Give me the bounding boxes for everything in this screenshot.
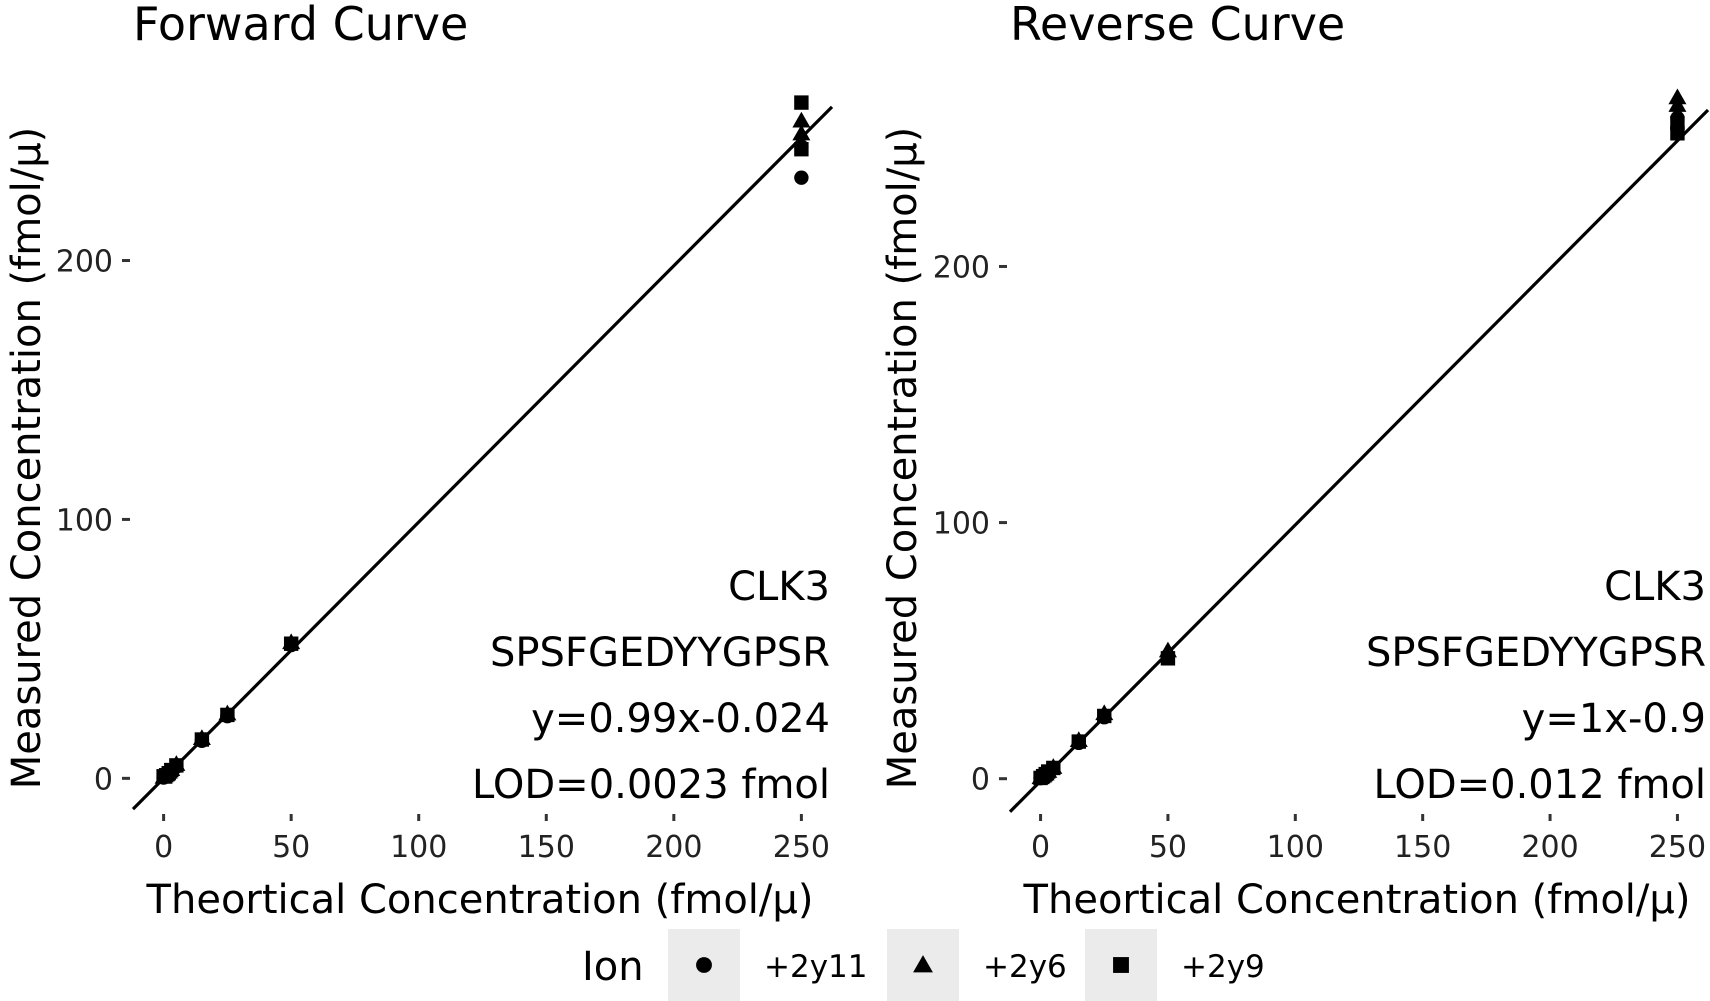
reverse-annotation-equation: y=1x-0.9: [1522, 696, 1706, 742]
legend-items: +2y11 +2y6 +2y9: [668, 929, 1265, 1001]
forward-x-tick-label: 200: [645, 830, 702, 865]
forward-point-2y6: [792, 111, 811, 128]
reverse-y-axis-label: Measured Concentration (fmol/µ): [880, 127, 926, 790]
reverse-annotation-lod: LOD=0.012 fmol: [1373, 762, 1706, 808]
reverse-curve-title: Reverse Curve: [1010, 0, 1345, 51]
reverse-annotation-protein: CLK3: [1604, 564, 1706, 610]
reverse-point-2y9: [1160, 651, 1176, 666]
forward-annotation-protein: CLK3: [728, 564, 830, 610]
forward-x-tick-label: 100: [390, 830, 447, 865]
reverse-fit-line: [1008, 108, 1710, 813]
forward-x-axis-label: Theortical Concentration (fmol/µ): [146, 877, 814, 923]
forward-y-axis-label: Measured Concentration (fmol/µ): [4, 127, 50, 790]
reverse-y-tick-label: 0: [971, 763, 990, 798]
forward-point-2y11: [794, 170, 809, 185]
reverse-point-2y9: [1071, 734, 1086, 749]
forward-point-2y6: [792, 124, 811, 141]
reverse-curve-panel: Reverse Curve Measured Concentration (fm…: [880, 0, 1710, 923]
legend-square-icon: [1113, 957, 1129, 973]
forward-point-2y9: [794, 141, 809, 157]
forward-x-tick-label: 250: [773, 830, 830, 865]
legend-label: +2y6: [983, 949, 1067, 985]
reverse-x-tick-label: 150: [1394, 830, 1451, 865]
forward-point-2y9: [194, 732, 210, 747]
reverse-x-axis-label: Theortical Concentration (fmol/µ): [1023, 877, 1691, 923]
forward-curve-title: Forward Curve: [133, 0, 468, 51]
forward-x-tick-label: 50: [272, 830, 310, 865]
reverse-y-tick-label: 200: [933, 250, 990, 285]
legend: Ion +2y11 +2y6 +2y9: [582, 929, 1265, 1001]
legend-triangle-icon: [913, 955, 933, 973]
forward-y-tick-label: 100: [56, 503, 113, 538]
forward-annotation-lod: LOD=0.0023 fmol: [472, 762, 830, 808]
forward-annotation-peptide: SPSFGEDYYGPSR: [490, 630, 830, 676]
forward-point-2y9: [283, 636, 299, 651]
legend-title: Ion: [582, 944, 644, 990]
forward-y-tick-label: 0: [94, 762, 113, 797]
forward-curve-panel: Forward Curve Measured Concentration (fm…: [4, 0, 834, 923]
legend-label: +2y11: [764, 949, 868, 985]
forward-point-2y9: [220, 707, 235, 723]
forward-point-2y9: [169, 758, 184, 773]
forward-point-2y9: [794, 95, 809, 110]
forward-plot-area: 0 50 100 150 200 250 0 100 200: [56, 95, 834, 865]
legend-circle-icon: [696, 957, 712, 973]
reverse-x-tick-label: 100: [1267, 830, 1324, 865]
reverse-plot-area: 0 50 100 150 200 250 0 100 200: [933, 88, 1710, 865]
reverse-x-tick-label: 50: [1149, 830, 1187, 865]
forward-x-tick-label: 0: [154, 830, 173, 865]
reverse-point-2y6: [1668, 88, 1687, 105]
forward-fit-line: [131, 105, 834, 811]
legend-label: +2y9: [1181, 949, 1265, 985]
forward-annotation-equation: y=0.99x-0.024: [531, 696, 830, 742]
reverse-x-tick-label: 0: [1031, 830, 1050, 865]
forward-x-tick-label: 150: [518, 830, 575, 865]
reverse-point-2y9: [1670, 115, 1685, 131]
reverse-point-2y9: [1097, 708, 1112, 724]
reverse-x-tick-label: 250: [1649, 830, 1706, 865]
reverse-y-tick-label: 100: [933, 507, 990, 542]
reverse-annotation-peptide: SPSFGEDYYGPSR: [1366, 630, 1706, 676]
reverse-point-2y9: [1046, 760, 1061, 776]
reverse-x-tick-label: 200: [1521, 830, 1578, 865]
forward-y-tick-label: 200: [56, 245, 113, 280]
